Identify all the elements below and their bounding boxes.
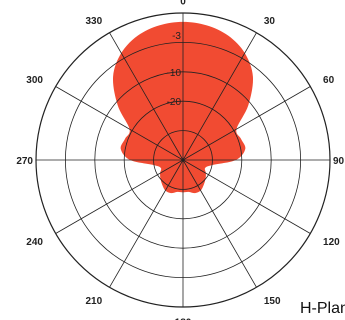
- angle-tick-label-0: 0: [180, 0, 186, 7]
- angle-tick-label-330: 330: [85, 16, 102, 27]
- angle-tick-label-270: 270: [16, 156, 33, 167]
- radial-tick-label: -3: [172, 31, 181, 42]
- angle-tick-label-90: 90: [333, 156, 345, 167]
- angle-tick-label-180: 180: [175, 318, 192, 320]
- angle-tick-label-300: 300: [26, 75, 43, 86]
- grid-spoke-150: [182, 159, 257, 288]
- grid-spoke-210: [109, 159, 184, 288]
- grid-spoke-330: [109, 32, 184, 161]
- grid-spoke-300: [55, 86, 184, 161]
- grid-spoke-120: [182, 159, 311, 234]
- angle-tick-label-60: 60: [323, 75, 335, 86]
- radial-tick-label: -20: [167, 97, 182, 108]
- grid-spoke-240: [55, 159, 184, 234]
- radial-tick-label: -10: [167, 68, 182, 79]
- angle-tick-label-120: 120: [323, 237, 340, 248]
- angle-tick-label-210: 210: [85, 296, 102, 307]
- grid-spoke-30: [182, 32, 257, 161]
- angle-tick-label-30: 30: [264, 16, 276, 27]
- grid-spoke-60: [182, 86, 311, 161]
- angle-tick-label-150: 150: [264, 296, 281, 307]
- angle-tick-label-240: 240: [26, 237, 43, 248]
- chart-title: H-Plane: [300, 300, 345, 317]
